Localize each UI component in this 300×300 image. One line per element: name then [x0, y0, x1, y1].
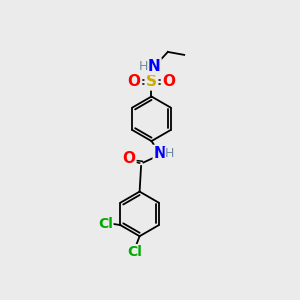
Text: N: N — [148, 59, 160, 74]
Text: S: S — [146, 74, 157, 89]
Text: Cl: Cl — [98, 217, 113, 231]
Text: H: H — [139, 60, 148, 73]
Text: O: O — [128, 74, 141, 89]
Text: O: O — [162, 74, 175, 89]
Text: Cl: Cl — [127, 245, 142, 259]
Text: O: O — [122, 151, 135, 166]
Text: H: H — [165, 147, 175, 160]
Text: N: N — [154, 146, 167, 161]
